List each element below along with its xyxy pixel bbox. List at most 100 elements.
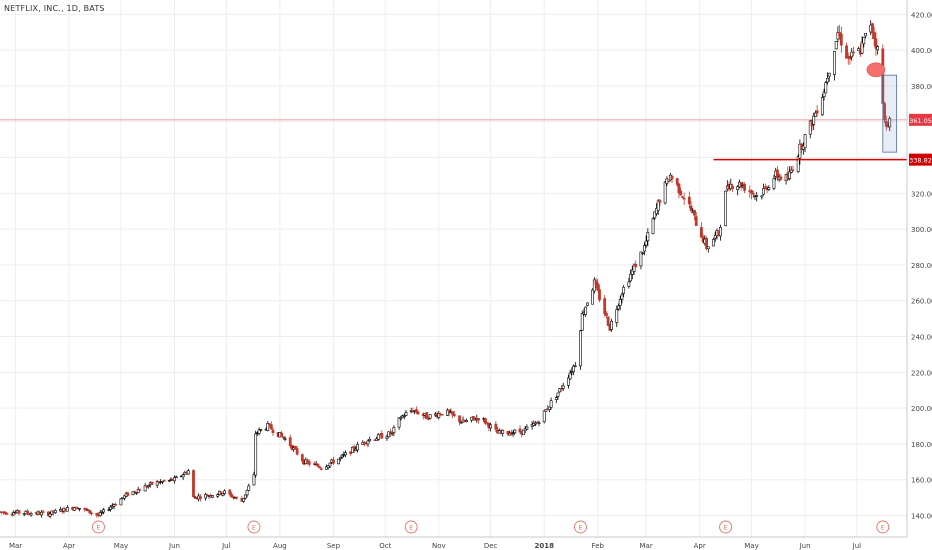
candle xyxy=(247,483,251,491)
candle-body xyxy=(307,461,311,465)
candle-body xyxy=(41,511,45,513)
candle xyxy=(5,512,9,515)
candle-body xyxy=(392,427,396,433)
candle xyxy=(294,445,297,450)
candle xyxy=(675,177,679,187)
candle xyxy=(458,415,461,426)
candle xyxy=(513,429,517,435)
candle xyxy=(501,429,505,437)
earnings-marker-label: E xyxy=(409,524,413,532)
candle xyxy=(603,295,607,317)
candle xyxy=(307,459,311,467)
candle-body xyxy=(585,302,589,306)
y-tick-label: 200.00 xyxy=(911,405,932,413)
candle-body xyxy=(689,205,693,211)
candle xyxy=(739,182,743,191)
candle xyxy=(119,498,123,506)
candle-body xyxy=(860,41,864,54)
candle-body xyxy=(216,494,220,497)
candle xyxy=(561,382,565,392)
candle xyxy=(254,430,258,478)
chart-title: NETFLIX, INC., 1D, BATS xyxy=(4,4,105,13)
candle xyxy=(629,269,632,283)
candle-body xyxy=(544,409,548,412)
candle-body xyxy=(643,245,646,252)
candle-body xyxy=(874,38,878,49)
candle xyxy=(471,416,475,421)
candle-body xyxy=(160,481,164,483)
x-tick-label: May xyxy=(114,542,128,550)
candle-body xyxy=(617,305,620,310)
candle xyxy=(280,430,284,437)
candle xyxy=(428,414,432,420)
candle-body xyxy=(228,489,232,495)
candle-body xyxy=(687,196,691,205)
candle xyxy=(651,217,655,235)
candle-body xyxy=(368,439,372,442)
candle xyxy=(78,508,81,512)
x-tick-label: Jul xyxy=(221,542,231,550)
candle xyxy=(477,417,480,424)
candle-body xyxy=(484,418,487,424)
candle-body xyxy=(751,192,755,195)
candle xyxy=(186,468,190,475)
candle xyxy=(585,302,589,307)
candle xyxy=(558,388,562,393)
candle-body xyxy=(549,400,553,408)
candle xyxy=(820,93,824,116)
candle xyxy=(549,397,553,410)
candle xyxy=(815,104,819,117)
support-line-label-box xyxy=(909,153,932,166)
candle xyxy=(230,491,233,498)
candle xyxy=(643,242,646,256)
candle xyxy=(337,458,341,465)
candle-body xyxy=(376,434,380,440)
candle xyxy=(440,414,444,416)
candle xyxy=(452,411,456,418)
candle-body xyxy=(416,411,420,415)
candle xyxy=(107,506,111,512)
candle xyxy=(848,55,852,65)
candle xyxy=(485,422,489,426)
candle-body xyxy=(48,513,52,517)
candle xyxy=(356,441,360,453)
y-tick-label: 180.00 xyxy=(911,441,932,449)
candle xyxy=(622,284,626,298)
candle xyxy=(399,415,403,421)
candle xyxy=(630,265,634,280)
candle-body xyxy=(876,46,880,51)
candle-body xyxy=(762,188,766,195)
candle-body xyxy=(826,77,829,83)
y-axis: 140.00 160.00 180.00 200.00 220.00 240.00 260.… xyxy=(911,11,932,520)
candle xyxy=(888,116,892,132)
candle xyxy=(646,228,650,247)
candle-body xyxy=(655,208,658,214)
y-tick-label: 280.00 xyxy=(911,262,932,270)
candle xyxy=(162,479,166,483)
candle xyxy=(572,364,575,376)
candle xyxy=(126,491,130,497)
candle xyxy=(618,295,622,311)
candles xyxy=(0,20,892,519)
y-tick-label: 220.00 xyxy=(911,369,932,377)
candle xyxy=(518,425,522,435)
candle xyxy=(874,31,878,56)
candle xyxy=(655,203,658,217)
candle-body xyxy=(803,134,807,149)
candle-body xyxy=(884,120,888,127)
earnings-marker-circle xyxy=(247,520,261,534)
candle xyxy=(138,488,142,491)
candle xyxy=(192,469,195,498)
candle xyxy=(596,278,600,292)
candle xyxy=(155,479,159,489)
candle xyxy=(376,433,380,441)
price-line-label: 361.05 xyxy=(909,117,932,125)
candle-body xyxy=(750,190,753,194)
candle xyxy=(719,224,722,241)
candle-body xyxy=(131,491,135,496)
candle-body xyxy=(534,422,537,425)
candle xyxy=(610,318,613,332)
candle xyxy=(687,191,691,209)
candle xyxy=(306,458,309,465)
